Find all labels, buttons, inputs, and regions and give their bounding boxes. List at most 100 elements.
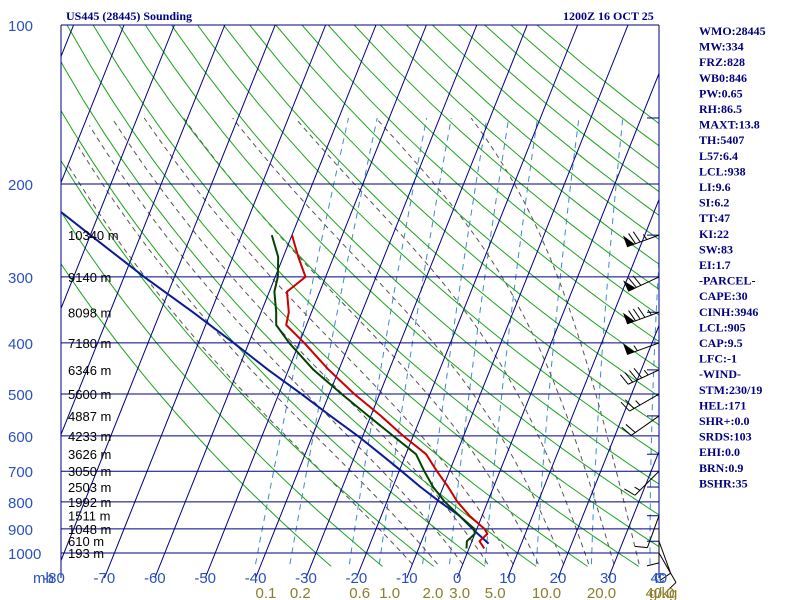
parcel-trace-line — [61, 210, 490, 545]
mixing-ratio-label: 0.2 — [290, 585, 311, 600]
wind-barb-550 — [621, 415, 660, 436]
dry-adiabat-100 — [275, 25, 659, 370]
pressure-label-800: 800 — [8, 495, 33, 512]
wind-barb-450 — [620, 368, 660, 385]
wind-barb-half — [642, 234, 648, 240]
wind-barb-full — [620, 401, 630, 412]
wind-barb-full — [633, 368, 643, 379]
temperature-tick-label: 0 — [453, 570, 461, 587]
wind-barb-full — [628, 310, 636, 322]
dry-adiabat-200 — [536, 25, 659, 125]
isotherm--30 — [305, 25, 528, 578]
isobars — [60, 24, 660, 578]
wind-barb-full — [625, 424, 636, 433]
index-item: SI:6.2 — [699, 196, 729, 210]
height-label: 8098 m — [68, 305, 111, 320]
temperature-tick-label: -20 — [346, 570, 368, 587]
index-item: -PARCEL- — [699, 274, 755, 288]
height-label: 610 m — [68, 534, 104, 549]
mixing-ratio-lines — [255, 117, 659, 565]
index-item: SHR+:0.0 — [699, 414, 750, 428]
temperature-tick-label: -50 — [194, 570, 216, 587]
pressure-label-100: 100 — [8, 18, 33, 35]
mixing-ratio-label: 1.0 — [379, 585, 400, 600]
index-item: LI:9.6 — [699, 180, 731, 194]
dry-adiabat-110 — [301, 25, 659, 343]
dewpoint-line — [270, 234, 476, 549]
pressure-axis-unit: mb — [33, 570, 54, 587]
sounding-title: US445 (28445) Sounding — [66, 9, 192, 23]
mixing-ratio-label: 0.1 — [256, 585, 277, 600]
wind-barb-850 — [635, 515, 660, 549]
temperature-tick-label: 40 — [650, 570, 667, 587]
dry-adiabats — [61, 25, 659, 567]
index-item: WB0:846 — [699, 71, 747, 85]
isotherm--100 — [61, 25, 175, 310]
wind-barb-half — [647, 309, 652, 316]
index-item: MAXT:13.8 — [699, 118, 760, 132]
dry-adiabat--20 — [61, 210, 383, 567]
wind-barbs — [620, 231, 677, 592]
wind-barb-staff — [634, 470, 660, 496]
wind-barb-full — [620, 374, 629, 385]
height-label: 1511 m — [68, 509, 110, 524]
temperature-axis-unit: C — [654, 570, 665, 587]
mixing-ratio-label: 40.0 — [645, 585, 674, 600]
index-item: LCL:905 — [699, 320, 746, 334]
wind-barb-half — [633, 345, 638, 352]
dry-adiabat-70 — [197, 25, 659, 455]
wind-barb-flag — [622, 312, 635, 324]
dry-adiabat-90 — [249, 25, 659, 397]
height-label: 3050 m — [68, 464, 111, 479]
index-item: MW:334 — [699, 40, 744, 54]
temperature-tick-label: -30 — [295, 570, 317, 587]
index-item: CAP:9.5 — [699, 336, 743, 350]
mixing-ratio-label: 3.0 — [449, 585, 470, 600]
index-item: LCL:938 — [699, 164, 746, 178]
height-label: 4233 m — [68, 429, 111, 444]
pressure-label-400: 400 — [8, 336, 33, 353]
index-item: WMO:28445 — [699, 24, 766, 38]
height-label: 1992 m — [68, 495, 111, 510]
wind-barb-half — [635, 400, 641, 406]
index-item: -WIND- — [699, 367, 741, 381]
sounding-profiles — [61, 210, 490, 549]
index-item: TH:5407 — [699, 133, 744, 147]
wind-barb-staff — [627, 369, 660, 385]
height-label: 9140 m — [68, 270, 111, 285]
isotherm--70 — [103, 25, 327, 578]
wind-barb-flag — [622, 235, 635, 247]
pressure-label-600: 600 — [8, 429, 33, 446]
isotherm--80 — [61, 25, 276, 562]
height-label: 7180 m — [68, 336, 111, 351]
index-item: RH:86.5 — [699, 102, 742, 116]
index-item: KI:22 — [699, 227, 729, 241]
temperature-tick-label: 20 — [550, 570, 567, 587]
dry-adiabat-170 — [458, 25, 659, 193]
wind-barb-full — [646, 562, 660, 567]
wind-barb-staff — [646, 515, 660, 548]
mixing-ratio-label: 2.0 — [422, 585, 443, 600]
pressure-label-500: 500 — [8, 387, 33, 404]
wind-barb-250 — [622, 231, 660, 248]
index-item: LFC:-1 — [699, 352, 737, 366]
isotherm--40 — [255, 25, 478, 578]
index-item: L57:6.4 — [699, 149, 738, 163]
mixing-ratio-label: 20.0 — [587, 585, 616, 600]
wind-barb-full — [628, 233, 636, 244]
mixing-ratio-unit: g/kg — [649, 585, 677, 600]
index-item: SRDS:103 — [699, 430, 752, 444]
isotherm-10 — [507, 198, 659, 578]
height-label: 3626 m — [68, 447, 111, 462]
wind-barb-full — [632, 231, 641, 243]
pressure-label-700: 700 — [8, 464, 33, 481]
isotherm-20 — [557, 324, 659, 578]
temperature-tick-label: -60 — [144, 570, 166, 587]
isotherms — [61, 25, 659, 578]
wind-barb-400 — [622, 342, 660, 355]
dry-adiabat-120 — [327, 25, 659, 316]
moist-adiabat--5 — [78, 146, 438, 565]
wind-barb-staff — [629, 393, 660, 412]
wind-barb-half — [643, 369, 649, 376]
